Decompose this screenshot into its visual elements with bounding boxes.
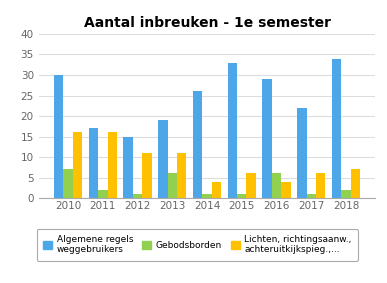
Bar [202, 194, 212, 198]
Bar [297, 108, 307, 198]
Bar [212, 182, 221, 198]
Bar [54, 75, 63, 198]
Bar [272, 173, 281, 198]
Legend: Algemene regels
weggebruikers, Gebodsborden, Lichten, richtingsaanw.,
achteruitk: Algemene regels weggebruikers, Gebodsbor… [37, 229, 358, 261]
Bar [228, 63, 237, 198]
Bar [177, 153, 187, 198]
Bar [237, 194, 247, 198]
Bar [123, 137, 133, 198]
Bar [142, 153, 152, 198]
Bar [89, 128, 98, 198]
Bar [158, 120, 168, 198]
Bar [63, 169, 73, 198]
Bar [307, 194, 316, 198]
Bar [193, 91, 202, 198]
Bar [332, 59, 341, 198]
Bar [341, 190, 351, 198]
Bar [133, 194, 142, 198]
Bar [281, 182, 291, 198]
Bar [247, 173, 256, 198]
Bar [108, 132, 117, 198]
Title: Aantal inbreuken - 1e semester: Aantal inbreuken - 1e semester [84, 16, 330, 30]
Bar [316, 173, 325, 198]
Bar [168, 173, 177, 198]
Bar [351, 169, 360, 198]
Bar [73, 132, 82, 198]
Bar [262, 79, 272, 198]
Bar [98, 190, 108, 198]
